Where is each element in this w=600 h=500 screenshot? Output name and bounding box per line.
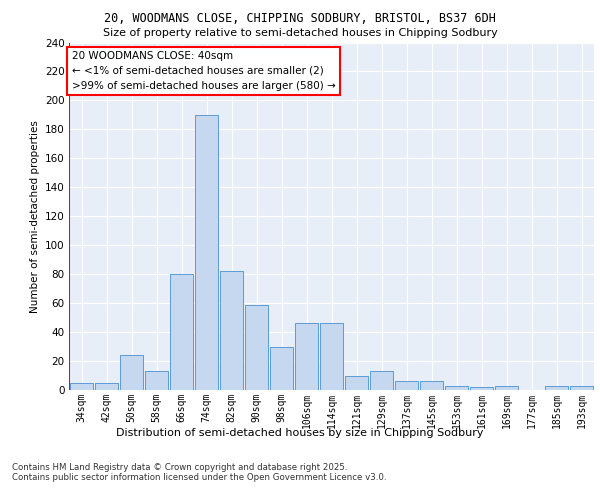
Text: Size of property relative to semi-detached houses in Chipping Sodbury: Size of property relative to semi-detach… <box>103 28 497 38</box>
Bar <box>70 383 94 390</box>
Bar <box>269 346 293 390</box>
Text: 20 WOODMANS CLOSE: 40sqm
← <1% of semi-detached houses are smaller (2)
>99% of s: 20 WOODMANS CLOSE: 40sqm ← <1% of semi-d… <box>71 51 335 91</box>
Bar <box>419 382 443 390</box>
Bar <box>545 386 568 390</box>
Text: Contains HM Land Registry data © Crown copyright and database right 2025.
Contai: Contains HM Land Registry data © Crown c… <box>12 462 386 482</box>
Bar <box>145 371 169 390</box>
Text: 20, WOODMANS CLOSE, CHIPPING SODBURY, BRISTOL, BS37 6DH: 20, WOODMANS CLOSE, CHIPPING SODBURY, BR… <box>104 12 496 26</box>
Bar <box>395 382 418 390</box>
Bar <box>344 376 368 390</box>
Bar <box>194 115 218 390</box>
Bar <box>170 274 193 390</box>
Bar <box>320 324 343 390</box>
Bar <box>494 386 518 390</box>
Bar <box>370 371 394 390</box>
Bar <box>445 386 469 390</box>
Bar <box>119 355 143 390</box>
Text: Distribution of semi-detached houses by size in Chipping Sodbury: Distribution of semi-detached houses by … <box>116 428 484 438</box>
Y-axis label: Number of semi-detached properties: Number of semi-detached properties <box>29 120 40 312</box>
Bar <box>220 272 244 390</box>
Bar <box>245 304 268 390</box>
Bar <box>95 383 118 390</box>
Bar <box>295 324 319 390</box>
Bar <box>470 387 493 390</box>
Bar <box>569 386 593 390</box>
